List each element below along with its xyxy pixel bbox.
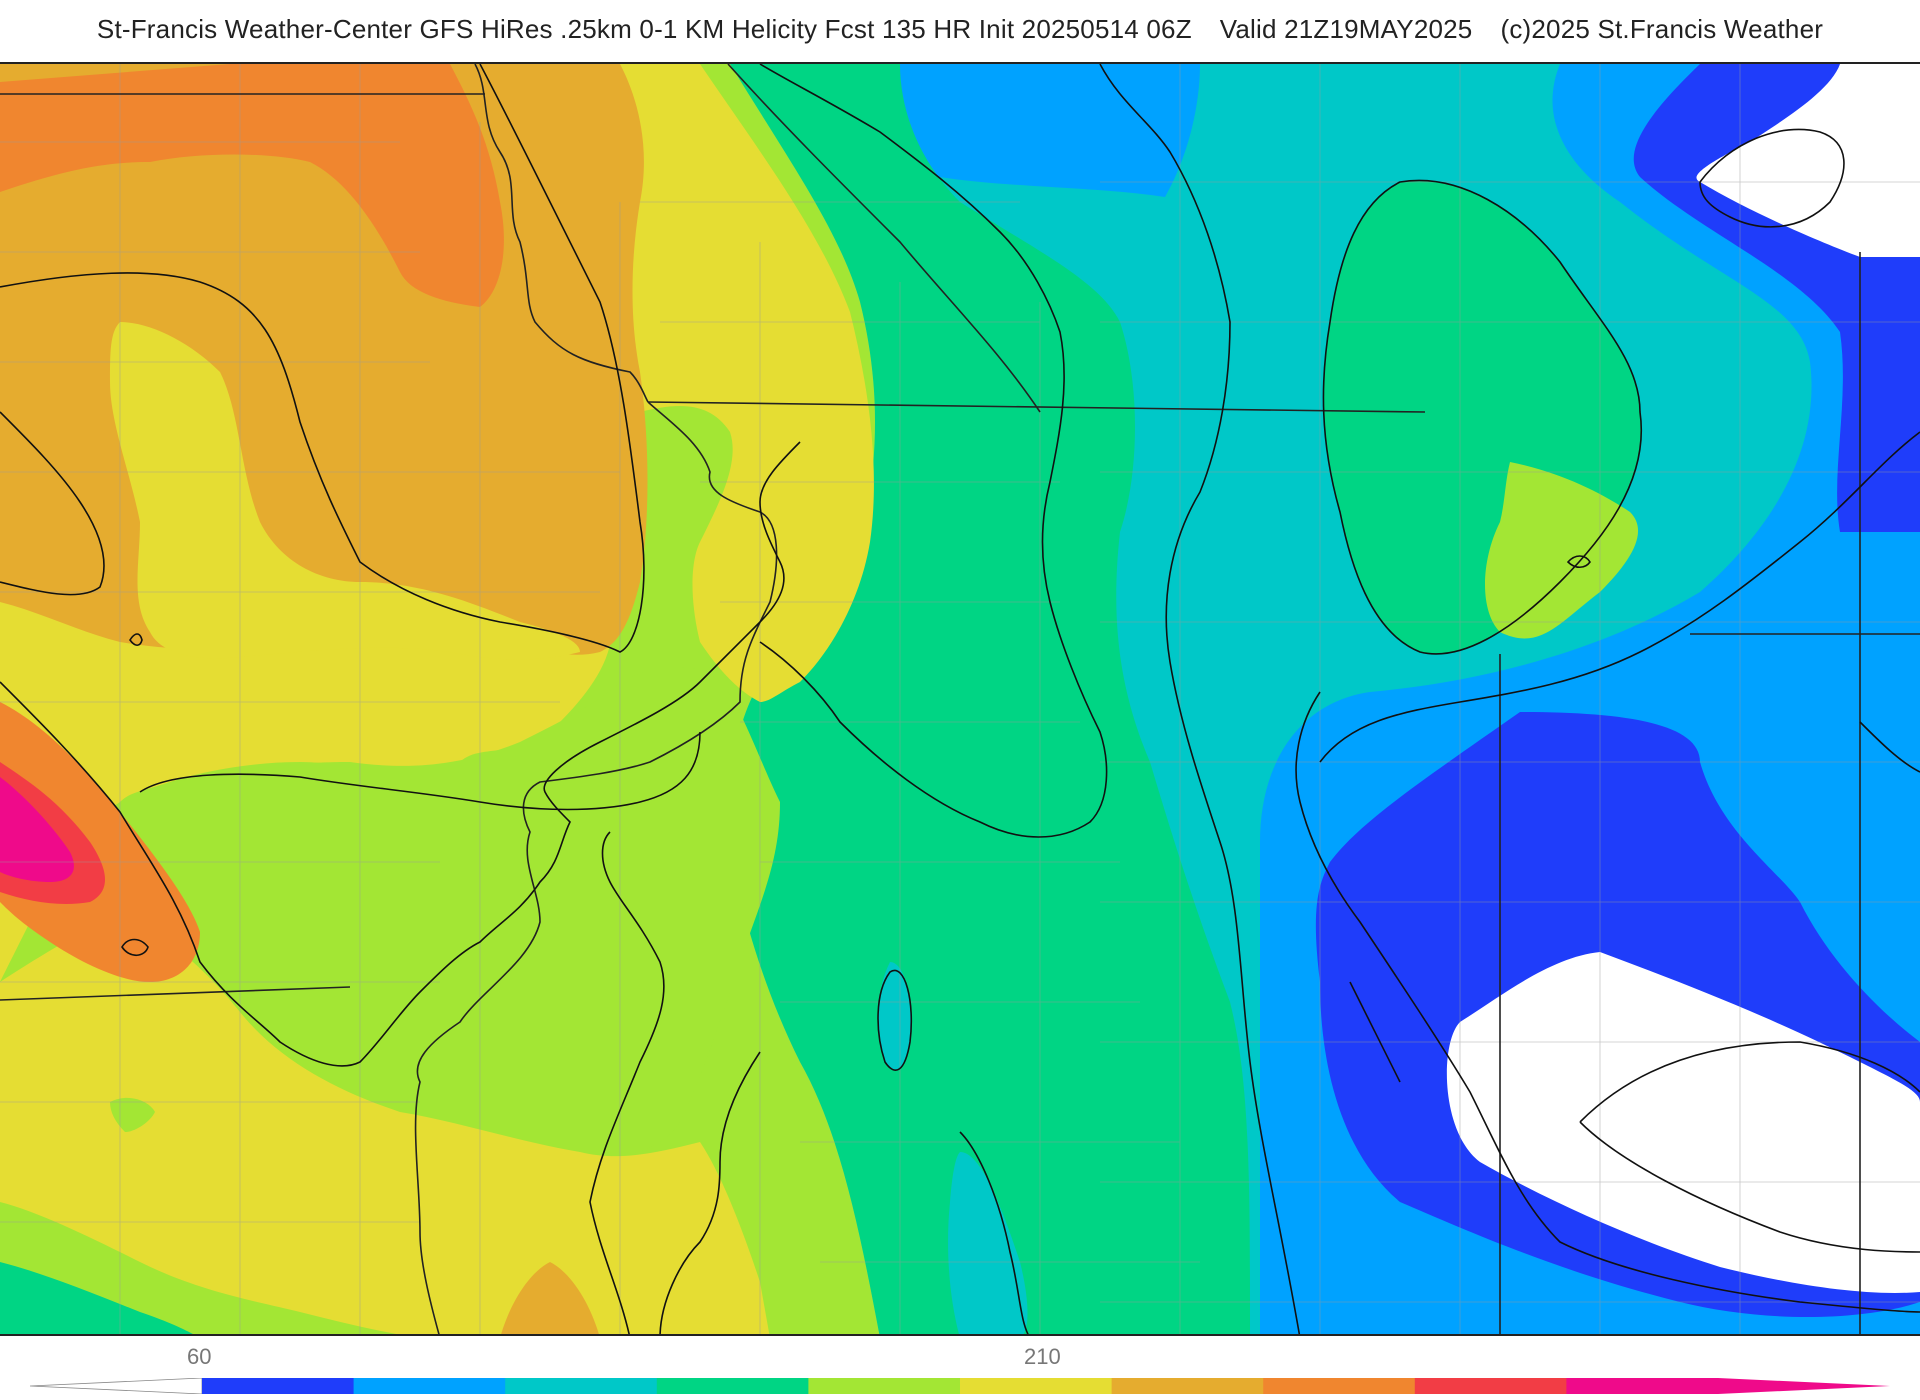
county-lines (0, 64, 1920, 1334)
contour-line (659, 1051, 761, 1334)
contour-line (1099, 64, 1301, 1334)
contour-line (0, 411, 105, 596)
colorbar-bin (656, 1378, 809, 1394)
contour-line (759, 64, 1108, 838)
contour-line (121, 938, 149, 957)
county-line (640, 201, 1200, 1263)
contour-line (877, 969, 913, 1071)
field-white-ne (1696, 64, 1920, 257)
state-borders (0, 64, 1920, 1334)
state-border (414, 401, 778, 1334)
colorbar-bin (353, 1378, 506, 1394)
field-cyan-south (948, 1152, 1028, 1334)
colorbar-below-triangle (30, 1378, 203, 1394)
colorbar-bin (1566, 1378, 1719, 1394)
field-lime-southwest (108, 667, 781, 1156)
colorbar-above-triangle (1718, 1378, 1890, 1394)
field-lime-pocket (110, 1097, 155, 1132)
contour-line (1699, 128, 1845, 228)
contour-line (589, 831, 665, 1334)
contour-line (1322, 179, 1643, 655)
colorbar-bin (808, 1378, 961, 1394)
title-main: St-Francis Weather-Center GFS HiRes .25k… (96, 14, 1192, 44)
field-yellow-inner-west (110, 322, 580, 660)
colorbar-bin (202, 1378, 355, 1394)
colorbar-bin (1414, 1378, 1567, 1394)
title-copyright: (c)2025 St.Francis Weather (1500, 14, 1824, 44)
colorbar-bin (960, 1378, 1113, 1394)
field-gold-south-tip (501, 1262, 599, 1334)
helicity-contours (0, 64, 1920, 1334)
field-green-south-corner (0, 1262, 193, 1334)
contour-line (1349, 981, 1401, 1083)
helicity-field (0, 64, 1920, 1334)
contour-line (1579, 1041, 1920, 1253)
helicity-map (0, 62, 1920, 1336)
state-border (727, 64, 1041, 413)
state-border (474, 64, 649, 403)
colorbar-label-60: 60 (187, 1344, 212, 1369)
contour-line (1859, 721, 1920, 773)
colorbar-bins (202, 1378, 1719, 1394)
field-sky-north (898, 64, 1200, 197)
contour-line (1319, 431, 1920, 763)
colorbar (30, 1378, 1890, 1394)
colorbar-bin (1263, 1378, 1416, 1394)
field-white-se (1446, 952, 1920, 1293)
contour-line (0, 441, 801, 1067)
colorbar-bin (505, 1378, 658, 1394)
contour-line (1566, 555, 1591, 569)
map-title: St-Francis Weather-Center GFS HiRes .25k… (0, 14, 1920, 45)
contour-line (129, 633, 143, 647)
field-cyan-pocket (878, 962, 912, 1071)
field-green-central (729, 64, 1250, 1334)
field-orange-southwest (0, 702, 200, 982)
contour-line (0, 64, 645, 653)
title-valid: Valid 21Z19MAY2025 (1219, 14, 1473, 44)
contour-line (1295, 691, 1920, 1313)
county-line (0, 141, 620, 1223)
county-line (1179, 64, 1741, 1334)
colorbar-label-210: 210 (1024, 1344, 1061, 1369)
field-magenta-southwest (0, 777, 74, 882)
colorbar-bin (1111, 1378, 1264, 1394)
field-yellow-south (0, 912, 770, 1334)
field-orange-north (0, 64, 504, 307)
contour-line (959, 1131, 1029, 1334)
contour-line (139, 731, 701, 811)
county-line (1100, 181, 1920, 1303)
state-border (0, 986, 351, 1001)
